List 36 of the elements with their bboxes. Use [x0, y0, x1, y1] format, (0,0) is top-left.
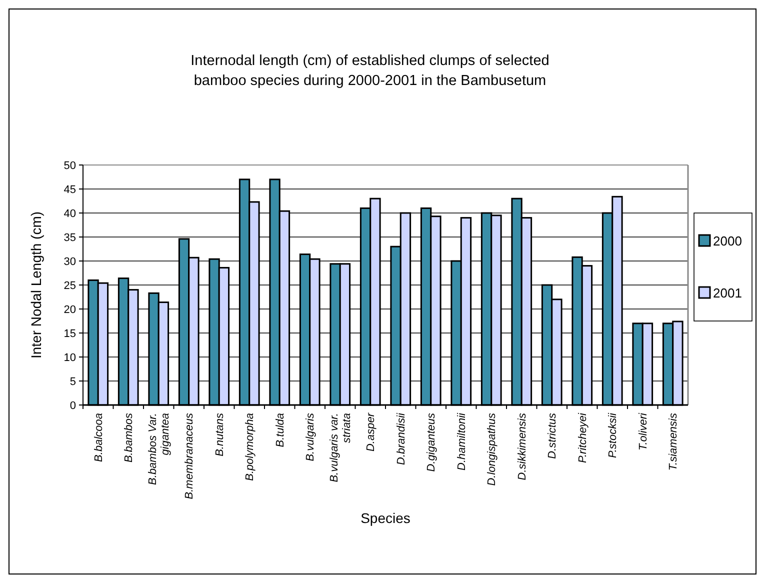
x-tick-label: T.siamensis: [668, 412, 680, 471]
x-tick-label: B.balcooa: [92, 413, 105, 462]
x-tick-label: D.strictus: [546, 412, 559, 459]
x-axis-title: Species: [360, 510, 410, 526]
x-tick-label: T.oliveri: [637, 412, 650, 450]
x-tick-label: B.bambos: [123, 412, 136, 463]
y-tick-label: 0: [70, 400, 76, 412]
y-tick-label: 50: [64, 160, 76, 172]
x-tick-label: D.asper: [365, 412, 378, 452]
x-tick-label: B.bambos Var. gigantea: [146, 413, 172, 485]
y-tick-label: 10: [64, 352, 76, 364]
x-tick-label: B.vulgaris: [304, 412, 317, 462]
y-tick-label: 35: [64, 232, 76, 244]
x-tick-label: B.membranaceus: [184, 412, 196, 500]
y-tick-label: 30: [64, 256, 76, 268]
x-tick-label: D.longispathus: [486, 412, 498, 486]
x-tick-label: B.tulda: [274, 413, 286, 448]
y-tick-label: 40: [64, 208, 76, 220]
x-tick-label: P.ritcheyei: [576, 412, 589, 463]
x-tick-label: P.stocksii: [607, 412, 620, 458]
chart-title: Internodal length (cm) of established clumps of selected bamboo species during 2000-2001 in the Bambusetum: [190, 53, 550, 89]
x-tick-label: D.giganteus: [426, 412, 438, 472]
y-tick-label: 45: [64, 184, 76, 196]
legend-label: 2000: [713, 234, 742, 249]
x-tick-label: D.sikkimensis: [516, 412, 528, 480]
legend-label: 2001: [713, 286, 742, 301]
x-tick-label: B.nutans: [214, 412, 226, 456]
x-tick-label: B.vulgaris var. striata: [328, 413, 354, 482]
x-tick-label: D.hamiltonii: [456, 412, 468, 470]
x-tick-label: B.polymorpha: [244, 413, 256, 481]
y-tick-label: 5: [70, 376, 76, 388]
y-axis-title: Inter Nodal Length (cm): [28, 211, 44, 359]
y-tick-label: 20: [64, 304, 76, 316]
y-tick-label: 25: [64, 280, 76, 292]
x-tick-label: D.brandisii: [395, 412, 408, 465]
y-tick-label: 15: [64, 328, 76, 340]
